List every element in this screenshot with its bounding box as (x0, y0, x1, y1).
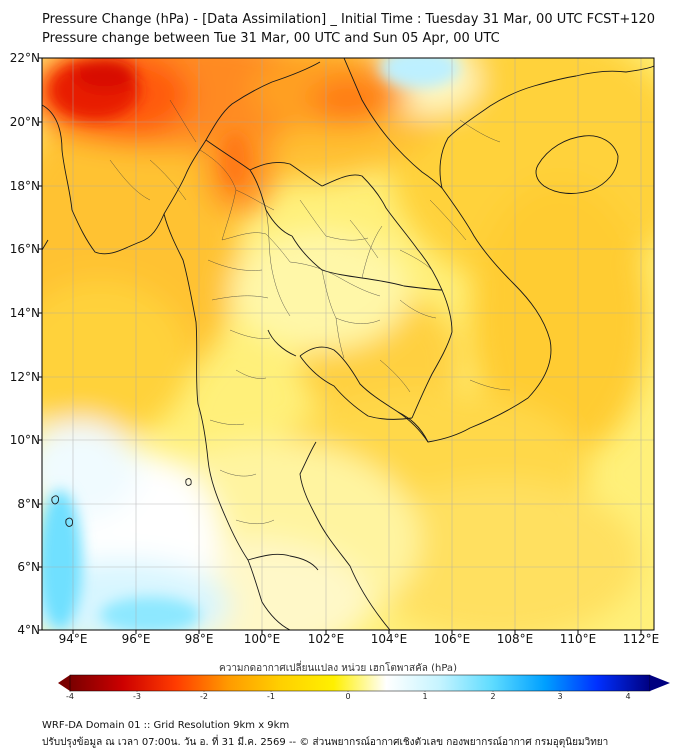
colorbar-tick-label: -4 (66, 692, 74, 701)
lat-label-8n: 8°N (17, 497, 40, 511)
lon-label-108e: 108°E (496, 632, 534, 646)
coastlines (42, 65, 654, 630)
map-title: Pressure Change (hPa) - [Data Assimilati… (42, 12, 656, 27)
colorbar-gradient (69, 674, 651, 692)
lat-label-10n: 10°N (9, 433, 40, 447)
lat-label-22n: 22°N (9, 51, 40, 65)
lon-label-106e: 106°E (433, 632, 471, 646)
footer-model-info: WRF-DA Domain 01 :: Grid Resolution 9km … (42, 720, 290, 731)
lat-label-14n: 14°N (9, 306, 40, 320)
lon-label-104e: 104°E (370, 632, 408, 646)
colorbar-tick-label: -1 (267, 692, 275, 701)
colorbar-tick-label: 1 (422, 692, 428, 701)
colorbar-label: ความกดอากาศเปลี่ยนแปลง หน่วย เฮกโตพาสคัล… (219, 663, 457, 674)
colorbar-tick-label: -3 (133, 692, 141, 701)
colorbar-tick-marks (69, 691, 629, 692)
lat-lon-grid (42, 58, 654, 630)
lon-label-100e: 100°E (243, 632, 281, 646)
colorbar-max-arrow (650, 675, 670, 691)
footer-credit: ปรับปรุงข้อมูล ณ เวลา 07:00น. วัน อ. ที่… (42, 737, 609, 748)
lon-label-112e: 112°E (622, 632, 660, 646)
colorbar (58, 674, 670, 692)
colorbar-min-arrow (58, 675, 70, 691)
lon-label-96e: 96°E (121, 632, 151, 646)
lat-label-16n: 16°N (9, 242, 40, 256)
colorbar-tick-label: 0 (345, 692, 351, 701)
lat-label-20n: 20°N (9, 115, 40, 129)
country-borders (163, 58, 453, 571)
pressure-change-map (38, 57, 655, 634)
colorbar-tick-label: -2 (200, 692, 208, 701)
lon-label-102e: 102°E (307, 632, 345, 646)
map-frame (41, 57, 655, 631)
lon-label-98e: 98°E (184, 632, 214, 646)
axis-ticks (38, 57, 642, 634)
lat-label-4n: 4°N (17, 623, 40, 637)
colorbar-tick-label: 4 (625, 692, 631, 701)
pressure-field (42, 58, 654, 630)
lon-label-110e: 110°E (559, 632, 597, 646)
map-subtitle: Pressure change between Tue 31 Mar, 00 U… (42, 31, 500, 46)
province-borders (109, 99, 511, 524)
lat-label-6n: 6°N (17, 560, 40, 574)
colorbar-tick-label: 2 (490, 692, 496, 701)
lat-label-12n: 12°N (9, 370, 40, 384)
colorbar-tick-label: 3 (557, 692, 563, 701)
lon-label-94e: 94°E (58, 632, 88, 646)
lat-label-18n: 18°N (9, 179, 40, 193)
